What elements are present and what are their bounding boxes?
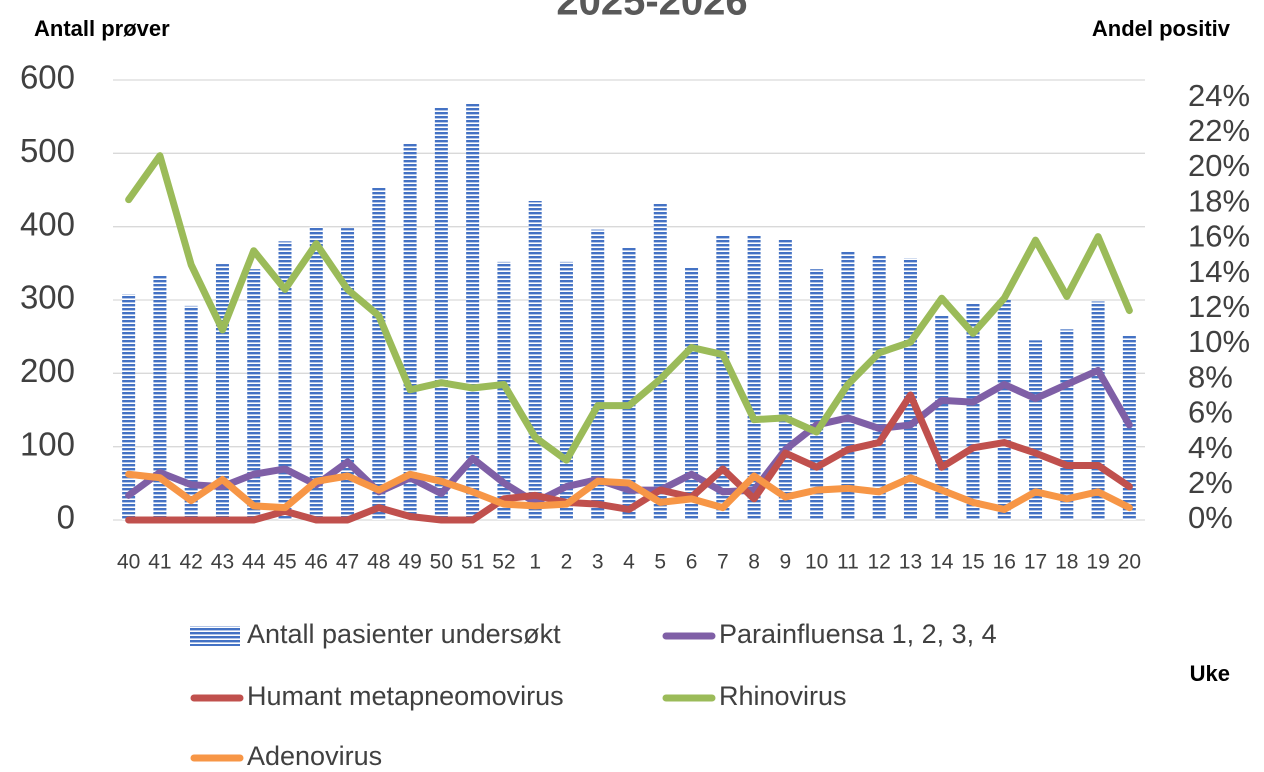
legend-label: Parainfluensa 1, 2, 3, 4 [719, 619, 997, 649]
y2-tick-label: 22% [1188, 113, 1250, 148]
bar [653, 203, 667, 520]
chart-title: 2025-2026 [556, 0, 747, 24]
bar [810, 269, 824, 520]
bar [872, 256, 886, 520]
y-tick-label: 300 [20, 279, 75, 316]
x-tick-label: 15 [961, 551, 984, 574]
bar [685, 267, 699, 520]
line [125, 366, 1133, 506]
x-tick-label: 47 [336, 551, 359, 574]
bar [966, 303, 980, 520]
x-tick-label: 7 [717, 551, 729, 574]
bar [466, 103, 480, 520]
x-tick-label: 4 [623, 551, 635, 574]
legend-swatch [190, 626, 240, 646]
bar [528, 201, 542, 520]
x-tick-label: 40 [117, 551, 140, 574]
x-tick-label: 46 [305, 551, 328, 574]
x-tick-label: 44 [242, 551, 266, 574]
y-tick-label: 400 [20, 205, 75, 242]
x-tick-label: 50 [430, 551, 453, 574]
bar [434, 107, 448, 520]
x-tick-label: 43 [211, 551, 234, 574]
line [125, 152, 1133, 464]
x-tick-label: 20 [1118, 551, 1141, 574]
legend-label: Rhinovirus [719, 681, 847, 711]
bar [341, 228, 355, 520]
bar [184, 305, 198, 520]
y2-tick-label: 12% [1188, 289, 1250, 324]
legend-label: Adenovirus [247, 741, 382, 771]
y-tick-label: 200 [20, 352, 75, 389]
line [125, 470, 1133, 513]
y-tick-label: 500 [20, 132, 75, 169]
y2-tick-label: 14% [1188, 254, 1250, 289]
x-tick-label: 9 [780, 551, 792, 574]
bar [622, 247, 636, 520]
bar [122, 294, 136, 520]
bar [1060, 329, 1074, 520]
x-tick-label: 48 [367, 551, 390, 574]
y-tick-label: 100 [20, 425, 75, 462]
bar [153, 275, 167, 520]
x-tick-label: 45 [273, 551, 296, 574]
x-tick-label: 42 [180, 551, 203, 574]
x-tick-label: 13 [899, 551, 922, 574]
bar [778, 239, 792, 520]
y-tick-label: 0 [57, 499, 75, 536]
x-tick-label: 5 [654, 551, 666, 574]
bar [247, 269, 261, 520]
x-tick-label: 51 [461, 551, 484, 574]
y-axis-title: Antall prøver [34, 16, 170, 41]
y2-tick-label: 6% [1188, 395, 1233, 430]
y2-tick-label: 4% [1188, 430, 1233, 465]
x-tick-label: 18 [1055, 551, 1078, 574]
y2-tick-label: 18% [1188, 183, 1250, 218]
y2-tick-label: 16% [1188, 219, 1250, 254]
bar [747, 234, 761, 520]
y2-tick-label: 20% [1188, 148, 1250, 183]
x-tick-label: 12 [868, 551, 891, 574]
x-tick-label: 16 [993, 551, 1016, 574]
x-tick-label: 11 [837, 551, 859, 574]
y2-tick-label: 10% [1188, 324, 1250, 359]
bar [903, 258, 917, 520]
bar [1091, 301, 1105, 520]
legend-label: Humant metapneomovirus [247, 681, 564, 711]
y2-axis-title: Andel positiv [1092, 16, 1231, 41]
bar [997, 300, 1011, 520]
bar [403, 143, 417, 521]
bar [1029, 340, 1043, 520]
x-tick-label: 1 [529, 551, 541, 574]
x-tick-label: 6 [686, 551, 698, 574]
legend-label: Antall pasienter undersøkt [247, 619, 561, 649]
x-tick-label: 52 [492, 551, 515, 574]
x-tick-label: 10 [805, 551, 828, 574]
bar [591, 229, 605, 520]
x-tick-label: 2 [561, 551, 573, 574]
x-tick-label: 17 [1024, 551, 1047, 574]
x-tick-label: 41 [148, 551, 171, 574]
x-tick-label: 3 [592, 551, 604, 574]
x-axis-title: Uke [1190, 661, 1230, 686]
y2-tick-label: 2% [1188, 465, 1233, 500]
bar [559, 261, 573, 520]
x-tick-label: 8 [748, 551, 760, 574]
line [125, 391, 1133, 524]
bar [309, 226, 323, 520]
bar [278, 241, 292, 521]
y2-tick-label: 8% [1188, 359, 1233, 394]
y2-tick-label: 0% [1188, 500, 1233, 535]
x-tick-label: 14 [930, 551, 954, 574]
y-tick-label: 600 [20, 59, 75, 96]
y2-tick-label: 24% [1188, 78, 1250, 113]
x-tick-label: 19 [1086, 551, 1109, 574]
x-tick-label: 49 [398, 551, 421, 574]
bar [716, 235, 730, 520]
bar [372, 187, 386, 521]
